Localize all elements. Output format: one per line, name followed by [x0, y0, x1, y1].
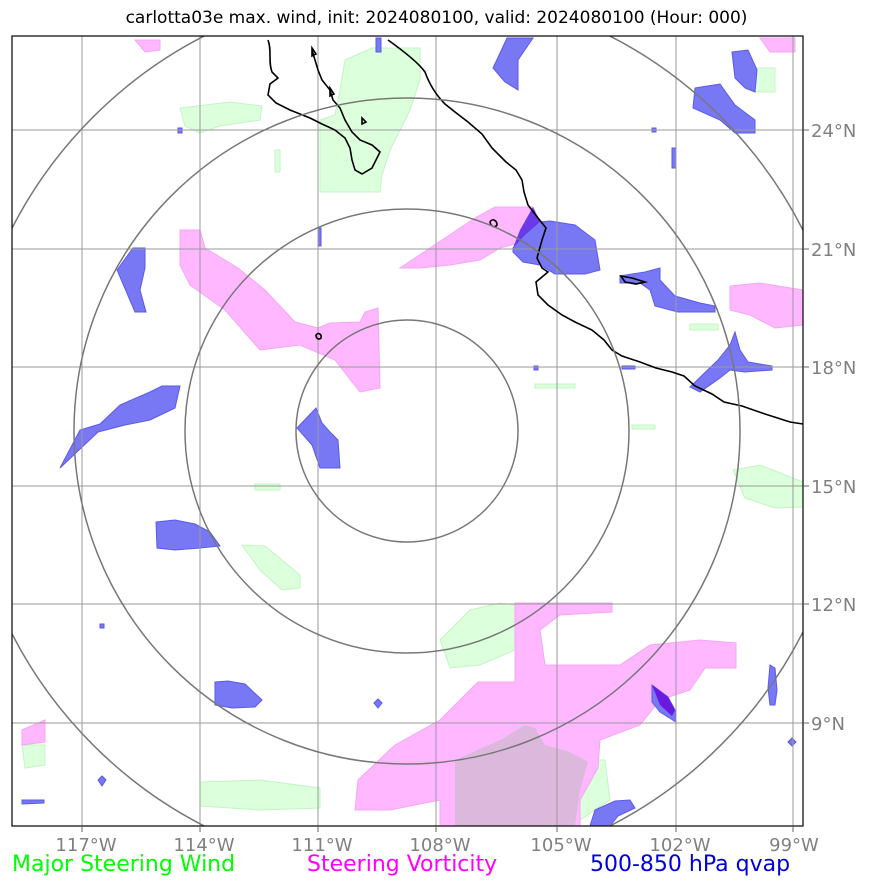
lat-tick-label: 9°N: [811, 714, 845, 735]
map-layers: [12, 36, 803, 826]
overlap-areas: [455, 207, 675, 826]
lon-tick-label: 117°W: [55, 835, 116, 856]
map-frame: [11, 35, 804, 827]
legend-qvap: 500-850 hPa qvap: [590, 852, 791, 877]
lon-tick-label: 105°W: [530, 835, 591, 856]
gridlines: [12, 36, 803, 826]
lat-tick-label: 12°N: [811, 595, 856, 616]
legend-steering-wind: Major Steering Wind: [12, 852, 236, 877]
lon-tick-label: 111°W: [291, 835, 352, 856]
lat-tick-label: 21°N: [811, 240, 856, 261]
lon-tick-label: 99°W: [769, 835, 819, 856]
range-rings: [12, 36, 803, 826]
legend-steering-vorticity: Steering Vorticity: [307, 852, 498, 877]
coastline: [267, 39, 803, 425]
map-title: carlotta03e max. wind, init: 2024080100,…: [125, 8, 748, 28]
lat-tick-label: 18°N: [811, 358, 856, 379]
lon-tick-label: 108°W: [409, 835, 470, 856]
lon-tick-label: 114°W: [173, 835, 234, 856]
lat-tick-label: 15°N: [811, 477, 856, 498]
lon-tick-label: 102°W: [649, 835, 710, 856]
lat-tick-label: 24°N: [811, 121, 856, 142]
